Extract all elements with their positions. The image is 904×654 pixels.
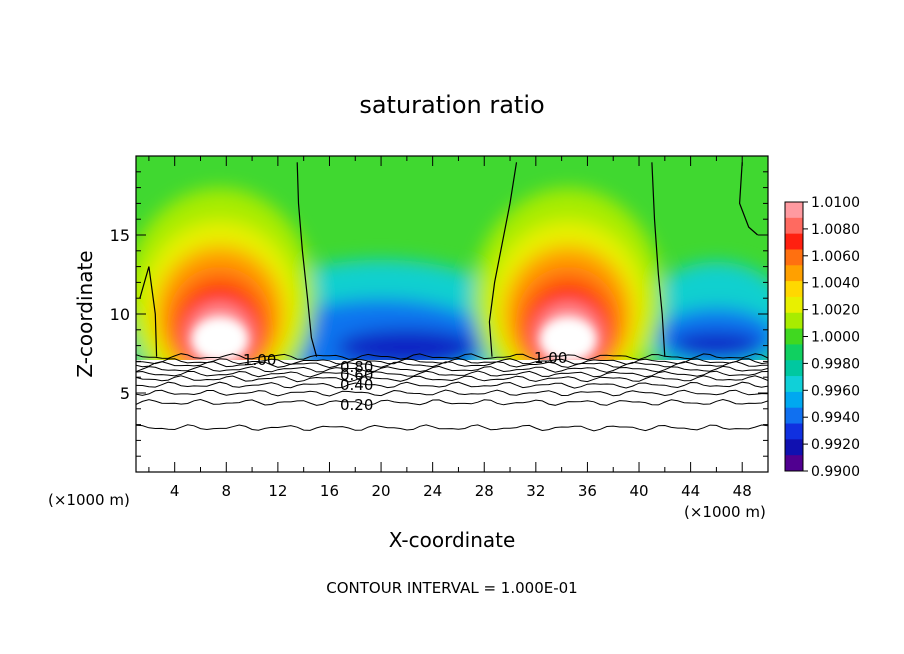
x-axis: 4 8 12 16 20 24 28 32 36 40 44 48: [148, 156, 769, 500]
colorbar-swatch-5: [785, 281, 803, 298]
colorbar-label-2: 1.0060: [811, 249, 860, 265]
colorbar-swatch-6: [785, 296, 803, 314]
horizontal-contour-2: [136, 360, 768, 369]
colorbar-swatch-11: [785, 376, 803, 393]
x-tick-label-1: 8: [222, 482, 232, 500]
colorbar-swatch-3: [785, 249, 803, 266]
colorbar-swatch-1: [785, 217, 803, 235]
y-tick-label-2: 15: [110, 226, 130, 245]
cloud-boundary-contour-1: [488, 162, 518, 357]
horizontal-contour-1: [136, 357, 768, 365]
colorbar-swatch-0: [785, 202, 803, 219]
lower-layer: [136, 360, 768, 472]
contour-lines: [136, 162, 768, 432]
plume-0-core: [191, 317, 248, 362]
colorbar: 1.0100 1.0080 1.0060 1.0040 1.0020 1.0000 0.99…: [784, 195, 860, 480]
colorbar-swatch-10: [785, 360, 803, 377]
colorbar-swatch-8: [785, 328, 803, 345]
plume-1-core: [540, 317, 597, 362]
contour-label-5: 0.40: [340, 376, 373, 394]
colorbar-label-9: 0.9920: [811, 437, 860, 453]
x-tick-label-11: 48: [733, 482, 752, 500]
y-axis-label: Z-coordinate: [73, 250, 97, 377]
x-tick-label-9: 40: [629, 482, 648, 500]
y-tick-label-0: 5: [120, 384, 130, 403]
chart-title: saturation ratio: [359, 91, 544, 119]
x-unit-right: (×1000 m): [684, 503, 766, 521]
contour-label-2: 1.00: [534, 349, 567, 367]
colorbar-label-8: 0.9940: [811, 410, 860, 426]
colorbar-swatch-2: [785, 233, 803, 250]
colorbar-swatch-15: [785, 439, 803, 456]
cloud-boundary-contour-3: [139, 266, 158, 357]
colorbar-swatch-14: [785, 423, 803, 440]
contour-label-4: 0.60: [340, 366, 373, 384]
cloud-boundary-contour-2: [651, 162, 666, 357]
x-unit-left: (×1000 m): [48, 491, 130, 509]
x-tick-label-3: 16: [320, 482, 339, 500]
colorbar-swatch-16: [785, 455, 803, 472]
x-tick-label-2: 12: [268, 482, 287, 500]
horizontal-contour-8: [136, 398, 768, 406]
x-tick-label-5: 24: [423, 482, 442, 500]
colorbar-swatch-13: [785, 407, 803, 425]
x-axis-label: X-coordinate: [389, 528, 516, 552]
colorbar-swatch-9: [785, 344, 803, 361]
contour-interval-note: CONTOUR INTERVAL = 1.000E-01: [326, 579, 577, 597]
x-tick-label-7: 32: [526, 482, 545, 500]
horizontal-contour-4: [136, 370, 768, 378]
cloud-boundary-contour-0: [296, 162, 318, 357]
colorbar-label-6: 0.9980: [811, 356, 860, 372]
y-tick-label-1: 10: [110, 305, 130, 324]
sharp-field-layer: [191, 317, 597, 362]
x-tick-label-6: 28: [475, 482, 494, 500]
horizontal-contour-9: [136, 424, 768, 432]
x-tick-label-10: 44: [681, 482, 700, 500]
colorbar-swatch-4: [785, 265, 803, 282]
colorbar-label-1: 1.0080: [811, 222, 860, 238]
colorbar-label-3: 1.0040: [811, 276, 860, 292]
cloud-boundary-contour-4: [738, 162, 759, 236]
contour-label-1: 1.00: [243, 351, 276, 369]
x-tick-label-8: 36: [578, 482, 597, 500]
y-axis: 5 10 15: [110, 171, 768, 457]
contour-label-6: 0.20: [340, 396, 373, 414]
colorbar-label-0: 1.0100: [811, 195, 860, 211]
x-tick-label-0: 4: [170, 482, 180, 500]
horizontal-contour-5: [136, 375, 768, 383]
contour-label-3: 0.80: [340, 358, 373, 376]
colorbar-swatch-12: [785, 391, 803, 409]
horizontal-contour-7: [136, 389, 768, 397]
colorbar-label-10: 0.9900: [811, 464, 860, 480]
plot-area: [136, 156, 768, 472]
colorbar-swatch-7: [785, 312, 803, 330]
dry-region-5: [671, 332, 762, 357]
horizontal-contour-6: [136, 381, 768, 389]
dry-region-2: [336, 329, 477, 366]
horizontal-contour-0: [136, 353, 768, 361]
colorbar-label-4: 1.0020: [811, 303, 860, 319]
colorbar-label-5: 1.0000: [811, 330, 860, 346]
horizontal-contour-3: [136, 365, 768, 373]
colorbar-label-7: 0.9960: [811, 383, 860, 399]
x-tick-label-4: 20: [372, 482, 391, 500]
